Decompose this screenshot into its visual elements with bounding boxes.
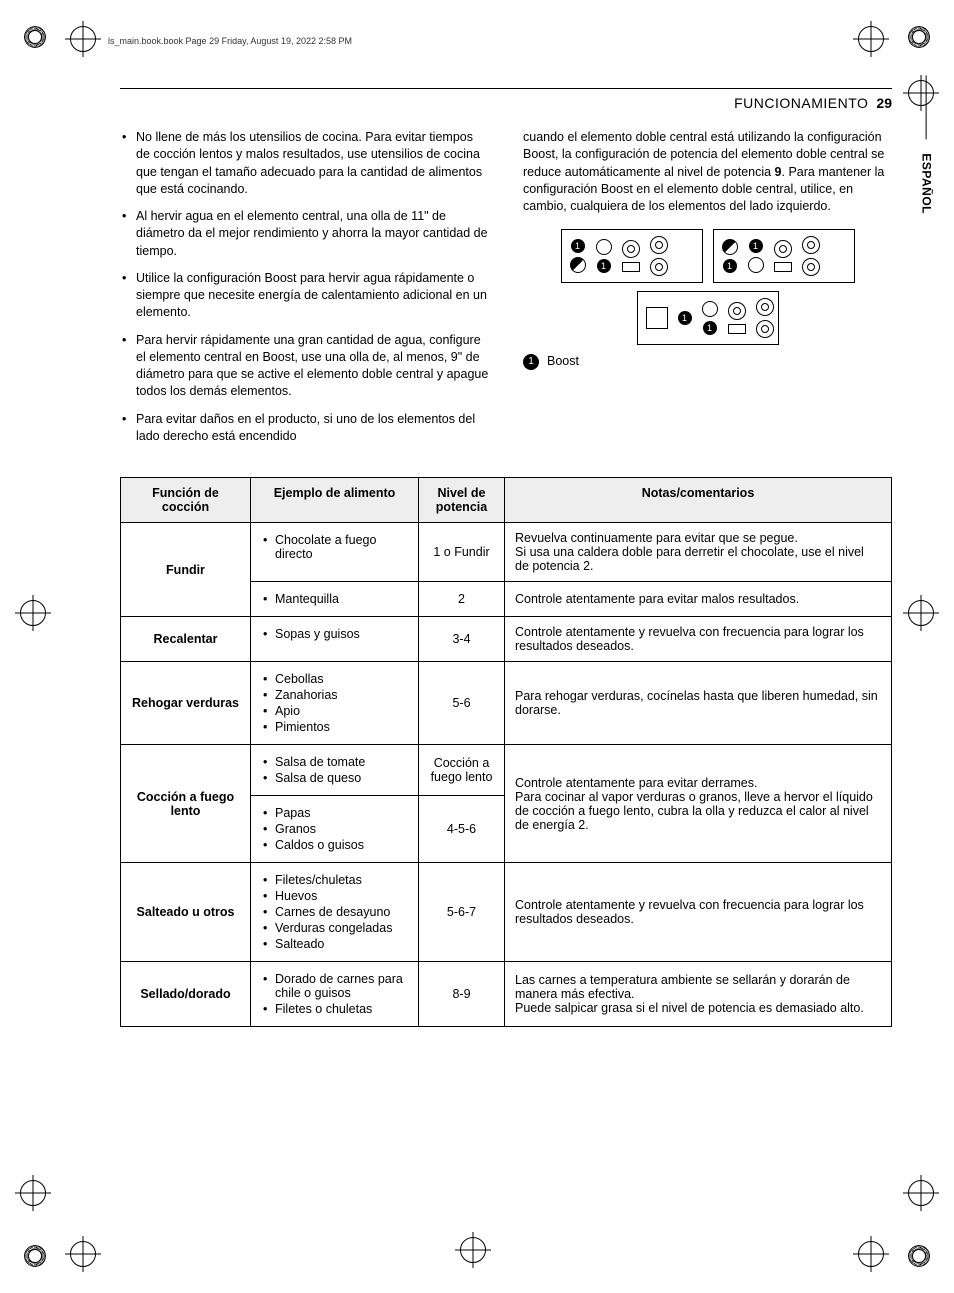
tip-item: No llene de más los utensilios de cocina… (120, 129, 489, 198)
cell-notes: Controle atentamente y revuelva con frec… (505, 863, 892, 962)
food-item: Sopas y guisos (261, 627, 408, 641)
food-item: Apio (261, 704, 408, 718)
cell-food: Filetes/chuletas Huevos Carnes de desayuno… (251, 863, 419, 962)
cell-notes: Controle atentamente para evitar derrame… (505, 745, 892, 863)
section-title: FUNCIONAMIENTO (734, 95, 868, 111)
language-tab: ESPAÑOL (920, 153, 934, 214)
cooktop-diagrams-row2: 1 1 (523, 291, 892, 345)
cell-power: 8-9 (419, 962, 505, 1027)
th-function: Función de cocción (121, 478, 251, 523)
table-row: Sellado/doradoDorado de carnes para chil… (121, 962, 892, 1027)
cell-function: Recalentar (121, 617, 251, 662)
cell-power: 3-4 (419, 617, 505, 662)
table-row: FundirChocolate a fuego directo1 o Fundi… (121, 523, 892, 582)
food-item: Salsa de tomate (261, 755, 408, 769)
food-item: Zanahorias (261, 688, 408, 702)
cell-notes: Controle atentamente para evitar malos r… (505, 582, 892, 617)
cell-food: Dorado de carnes para chile o guisos File… (251, 962, 419, 1027)
cell-power: 1 o Fundir (419, 523, 505, 582)
cell-power: 4-5-6 (419, 796, 505, 863)
two-column-body: No llene de más los utensilios de cocina… (120, 129, 892, 455)
cell-function: Salteado u otros (121, 863, 251, 962)
food-item: Cebollas (261, 672, 408, 686)
cooktop-variant-1: 1 1 (561, 229, 703, 283)
cell-notes: Para rehogar verduras, cocínelas hasta q… (505, 662, 892, 745)
cooktop-variant-3: 1 1 (637, 291, 779, 345)
food-item: Granos (261, 822, 408, 836)
th-food: Ejemplo de alimento (251, 478, 419, 523)
table-row: Rehogar verduras Cebollas Zanahorias Apio Pi… (121, 662, 892, 745)
cell-notes: Revuelva continuamente para evitar que s… (505, 523, 892, 582)
food-item: Salteado (261, 937, 408, 951)
food-item: Chocolate a fuego directo (261, 533, 408, 561)
food-item: Filetes o chuletas (261, 1002, 408, 1016)
diagram-legend: 1 Boost (523, 353, 892, 370)
cell-function: Cocción a fuego lento (121, 745, 251, 863)
food-item: Huevos (261, 889, 408, 903)
cooktop-variant-2: 1 1 (713, 229, 855, 283)
legend-label: Boost (547, 353, 579, 370)
tip-item: Al hervir agua en el elemento central, u… (120, 208, 489, 260)
food-item: Pimientos (261, 720, 408, 734)
table-row: Cocción a fuego lentoSalsa de tomateSals… (121, 745, 892, 796)
cell-function: Rehogar verduras (121, 662, 251, 745)
table-row: Recalentar Sopas y guisos 3-4Controle aten… (121, 617, 892, 662)
cell-power: 2 (419, 582, 505, 617)
th-notes: Notas/comentarios (505, 478, 892, 523)
cell-food: Papas Granos Caldos o guisos (251, 796, 419, 863)
table-row: Salteado u otros Filetes/chuletas Huevos Ca… (121, 863, 892, 962)
header-rule (120, 88, 892, 89)
right-column: cuando el elemento doble central está ut… (523, 129, 892, 455)
food-item: Caldos o guisos (261, 838, 408, 852)
cell-food: Salsa de tomate Salsa de queso (251, 745, 419, 796)
cell-food: Cebollas Zanahorias Apio Pimientos (251, 662, 419, 745)
legend-number: 1 (523, 354, 539, 370)
cell-food: Mantequilla (251, 582, 419, 617)
cell-function: Sellado/dorado (121, 962, 251, 1027)
food-item: Dorado de carnes para chile o guisos (261, 972, 408, 1000)
boost-paragraph: cuando el elemento doble central está ut… (523, 129, 892, 215)
tip-item: Utilice la configuración Boost para herv… (120, 270, 489, 322)
print-metadata: ls_main.book.book Page 29 Friday, August… (108, 36, 352, 46)
food-item: Salsa de queso (261, 771, 408, 785)
food-item: Carnes de desayuno (261, 905, 408, 919)
food-item: Verduras congeladas (261, 921, 408, 935)
cell-notes: Controle atentamente y revuelva con frec… (505, 617, 892, 662)
tip-list: No llene de más los utensilios de cocina… (120, 129, 489, 445)
cell-notes: Las carnes a temperatura ambiente se sel… (505, 962, 892, 1027)
cooking-guide-table: Función de cocción Ejemplo de alimento N… (120, 477, 892, 1027)
page-number: 29 (876, 95, 892, 111)
page-content: FUNCIONAMIENTO 29 ESPAÑOL No llene de má… (120, 88, 892, 1027)
food-item: Papas (261, 806, 408, 820)
left-column: No llene de más los utensilios de cocina… (120, 129, 489, 455)
food-item: Filetes/chuletas (261, 873, 408, 887)
th-power: Nivel de potencia (419, 478, 505, 523)
page-header: FUNCIONAMIENTO 29 (120, 95, 892, 111)
cooktop-diagrams: 1 1 1 1 (523, 229, 892, 283)
cell-function: Fundir (121, 523, 251, 617)
tip-item: Para evitar daños en el producto, si uno… (120, 411, 489, 446)
cell-power: 5-6 (419, 662, 505, 745)
cell-food: Sopas y guisos (251, 617, 419, 662)
cell-power: 5-6-7 (419, 863, 505, 962)
cell-food: Chocolate a fuego directo (251, 523, 419, 582)
cell-power: Cocción a fuego lento (419, 745, 505, 796)
tip-item: Para hervir rápidamente una gran cantida… (120, 332, 489, 401)
food-item: Mantequilla (261, 592, 408, 606)
